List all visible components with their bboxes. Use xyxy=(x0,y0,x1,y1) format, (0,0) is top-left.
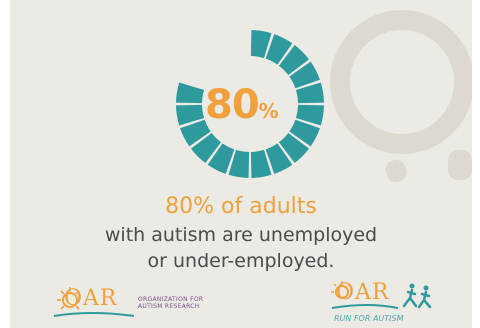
gauge-segment xyxy=(289,119,320,147)
stat-percentage: 80% xyxy=(205,82,325,128)
gauge-segment xyxy=(278,132,310,164)
gauge-segment xyxy=(228,149,250,178)
gauge-segment xyxy=(265,34,293,65)
org-name-line-2: AUTISM RESEARCH xyxy=(138,303,200,310)
org-name: ORGANIZATION FOR AUTISM RESEARCH xyxy=(138,296,203,310)
gauge-segment xyxy=(295,82,324,104)
oar-wordmark-left: OAR xyxy=(64,286,118,311)
gauge-segment xyxy=(250,149,272,178)
gauge-segment xyxy=(190,132,222,164)
gauge-segment xyxy=(278,44,310,76)
org-name-line-1: ORGANIZATION FOR xyxy=(138,296,204,303)
gauge-segment xyxy=(265,143,293,174)
gauge-segment xyxy=(250,30,272,59)
gauge-segment xyxy=(295,104,324,126)
headline: 80% of adults xyxy=(165,194,317,219)
sun-icon xyxy=(53,287,135,317)
stat-value: 80 xyxy=(205,82,260,128)
progress-gauge xyxy=(176,30,324,178)
body-line-1: with autism are unemployed xyxy=(104,224,378,246)
runners-icon xyxy=(331,281,432,309)
background-sun-decoration xyxy=(330,10,472,183)
body-line-2: or under-employed. xyxy=(147,250,335,272)
stat-sign: % xyxy=(258,99,279,123)
oar-logo-organization: OAR ORGANIZATION FOR AUTISM RESEARCH xyxy=(50,284,280,324)
infographic-card: 80% 80% of adults with autism are unempl… xyxy=(10,0,472,328)
gauge-segment xyxy=(176,104,205,126)
gauge-segment xyxy=(180,119,211,147)
oar-logo-run: OAR RUN FOR AUTISM xyxy=(328,278,438,328)
gauge-segment xyxy=(207,143,235,174)
run-tagline: RUN FOR AUTISM xyxy=(334,314,404,323)
gauge-segment xyxy=(289,61,320,89)
gauge-segment xyxy=(176,82,205,104)
oar-wordmark-right: OAR xyxy=(336,280,390,305)
